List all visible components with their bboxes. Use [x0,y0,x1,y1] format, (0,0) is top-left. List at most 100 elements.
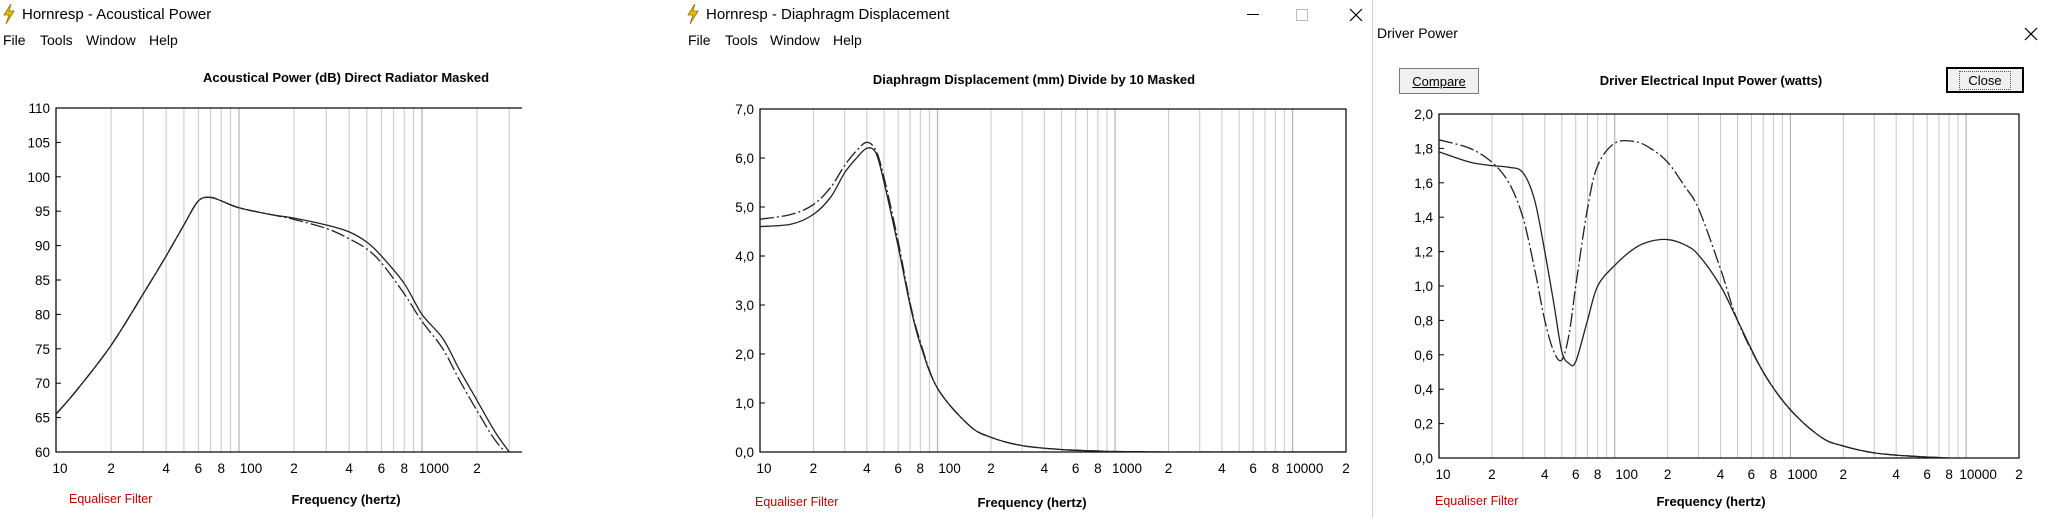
maximize-icon[interactable] [1282,0,1322,30]
y-tick-label: 105 [27,135,50,150]
menu-help[interactable]: Help [833,32,862,48]
menu-help[interactable]: Help [149,32,178,48]
x-tick-label: 1000 [1112,461,1142,476]
x-tick-label: 8 [1594,467,1602,482]
hornresp-icon [686,3,700,25]
menu-file[interactable]: File [688,32,711,48]
y-tick-label: 5,0 [735,200,754,215]
title-bar[interactable]: Driver Power [1373,17,2048,47]
minimize-icon[interactable] [1233,0,1273,30]
diaphragm-displacement-window: Hornresp - Diaphragm Displacement File T… [684,0,1368,518]
menu-window[interactable]: Window [770,32,820,48]
x-tick-label: 2 [1488,467,1496,482]
x-tick-label: 8 [1272,461,1280,476]
y-tick-label: 1,4 [1414,210,1433,225]
title-bar[interactable]: Hornresp - Acoustical Power [0,0,522,30]
x-tick-label: 8 [1094,461,1102,476]
dashed-series-line [1439,139,1950,458]
y-tick-label: 60 [35,445,50,460]
y-tick-label: 0,2 [1414,417,1433,432]
x-tick-label: 2 [473,461,481,476]
title-bar[interactable]: Hornresp - Diaphragm Displacement [684,0,1368,30]
equaliser-filter-link[interactable]: Equaliser Filter [1435,494,1519,508]
x-tick-label: 4 [1541,467,1549,482]
x-tick-label: 4 [863,461,871,476]
x-tick-label: 4 [1218,461,1226,476]
hornresp-icon [2,3,16,25]
close-button[interactable]: Close [1946,67,2024,93]
x-axis-label: Frequency (hertz) [977,495,1087,510]
y-tick-label: 4,0 [735,249,754,264]
solid-series-line [760,147,1346,452]
y-tick-label: 85 [35,273,50,288]
x-tick-label: 6 [195,461,203,476]
x-tick-label: 4 [1892,467,1900,482]
x-tick-label: 10000 [1959,467,1997,482]
y-tick-label: 95 [35,204,50,219]
y-tick-label: 0,0 [1414,451,1433,466]
x-tick-label: 4 [1041,461,1049,476]
x-axis-label: Frequency (hertz) [291,492,401,507]
x-tick-label: 2 [810,461,818,476]
y-tick-label: 2,0 [1414,107,1433,122]
menu-window[interactable]: Window [86,32,136,48]
x-tick-label: 6 [1249,461,1257,476]
menu-tools[interactable]: Tools [40,32,73,48]
x-tick-label: 2 [1840,467,1848,482]
x-tick-label: 8 [1945,467,1953,482]
y-tick-label: 75 [35,342,50,357]
y-tick-label: 80 [35,307,50,322]
y-tick-label: 0,0 [735,445,754,460]
window-title: Hornresp - Diaphragm Displacement [706,6,950,23]
y-tick-label: 1,0 [1414,279,1433,294]
menu-tools[interactable]: Tools [725,32,758,48]
compare-button[interactable]: Compare [1399,68,1479,94]
menu-bar: File Tools Window Help [0,30,522,52]
x-tick-label: 6 [1072,461,1080,476]
window-title: Driver Power [1377,25,1458,41]
dashed-series-line [760,141,1346,452]
equaliser-filter-link[interactable]: Equaliser Filter [755,495,839,509]
y-tick-label: 0,6 [1414,348,1433,363]
y-tick-label: 2,0 [735,347,754,362]
acoustical-power-window: Hornresp - Acoustical Power File Tools W… [0,0,522,518]
plot-frame [1438,113,2020,459]
x-tick-label: 8 [917,461,925,476]
x-axis-label: Frequency (hertz) [1656,494,1766,509]
y-tick-label: 1,6 [1414,176,1433,191]
y-tick-label: 6,0 [735,151,754,166]
menu-file[interactable]: File [3,32,26,48]
window-title: Hornresp - Acoustical Power [22,6,212,23]
y-tick-label: 90 [35,239,50,254]
plot-title: Driver Electrical Input Power (watts) [1599,73,1823,88]
x-tick-label: 2 [987,461,995,476]
x-tick-label: 4 [1717,467,1725,482]
close-icon[interactable] [1336,0,1368,30]
y-tick-label: 65 [35,411,50,426]
x-tick-label: 10000 [1286,461,1324,476]
x-tick-label: 1000 [419,461,449,476]
x-tick-label: 10 [756,461,771,476]
compare-button-label: Compare [1412,73,1466,89]
dashed-series-line [56,196,507,452]
x-tick-label: 8 [217,461,225,476]
x-tick-label: 8 [400,461,408,476]
x-tick-label: 2 [107,461,115,476]
close-button-label: Close [1959,70,2011,90]
x-tick-label: 4 [345,461,353,476]
x-tick-label: 100 [938,461,961,476]
plot-title: Acoustical Power (dB) Direct Radiator Ma… [202,70,490,85]
y-tick-label: 0,4 [1414,382,1433,397]
x-tick-label: 6 [378,461,386,476]
y-tick-label: 70 [35,376,50,391]
x-tick-label: 2 [1165,461,1173,476]
x-tick-label: 2 [290,461,298,476]
y-tick-label: 7,0 [735,102,754,117]
plot-title: Diaphragm Displacement (mm) Divide by 10… [872,72,1196,87]
driver-power-window: Driver Power Compare Close Driver Electr… [1372,0,2048,518]
equaliser-filter-link[interactable]: Equaliser Filter [69,492,153,506]
close-icon[interactable] [2011,19,2048,49]
y-tick-label: 1,8 [1414,141,1433,156]
x-tick-label: 100 [1615,467,1638,482]
